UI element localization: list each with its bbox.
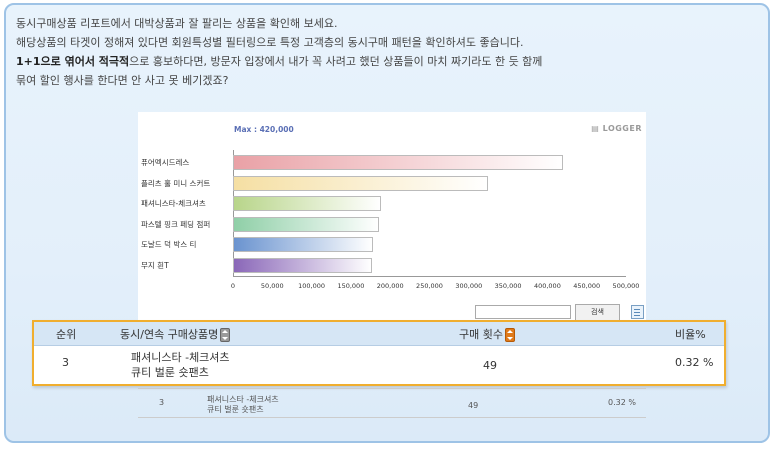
table-header: 순위 동시/연속 구매상품명 구매 횟수 비율% — [34, 322, 724, 346]
sort-active-icon[interactable] — [504, 328, 515, 342]
intro-line-3: 1+1으로 엮어서 적극적으로 홍보하다면, 방문자 입장에서 내가 꼭 사려고… — [16, 52, 716, 71]
row-divider — [138, 417, 646, 418]
row-rank: 3 — [62, 356, 69, 369]
x-tick-label: 100,000 — [298, 282, 326, 290]
intro-line-2: 해당상품의 타겟이 정해져 있다면 회원특성별 필터링으로 특정 고객층의 동시… — [16, 36, 524, 49]
x-tick-label: 400,000 — [533, 282, 561, 290]
x-tick-label: 300,000 — [455, 282, 483, 290]
logger-brand: LOGGER — [602, 124, 642, 133]
ghost-rank: 3 — [159, 398, 165, 407]
x-tick-label: 150,000 — [337, 282, 365, 290]
header-product-label: 동시/연속 구매상품명 — [120, 328, 219, 341]
excel-export-icon[interactable] — [631, 305, 644, 319]
x-tick-label: 0 — [230, 282, 236, 290]
row-count: 49 — [483, 359, 497, 372]
x-axis-line — [233, 276, 626, 277]
intro-line-1: 동시구매상품 리포트에서 대박상품과 잘 팔리는 상품을 확인해 보세요. — [16, 17, 338, 30]
bar-label: 플리츠 홀 미니 스커트 — [141, 178, 211, 188]
bar-label: 퓨어멕시드레스 — [141, 158, 190, 167]
intro-emphasis: 1+1으로 엮어서 적극적 — [16, 55, 130, 68]
ghost-ratio: 0.32 % — [608, 398, 636, 407]
max-label: Max : 420,000 — [234, 125, 294, 134]
intro-line-4: 묶여 할인 행사를 한다면 안 사고 못 베기겠죠? — [16, 74, 229, 87]
x-tick-label: 350,000 — [494, 282, 522, 290]
bar-label: 파스텔 핑크 페딩 점퍼 — [141, 219, 211, 229]
bar[interactable] — [233, 237, 373, 252]
bar[interactable] — [233, 175, 489, 191]
intro-text: 동시구매상품 리포트에서 대박상품과 잘 팔리는 상품을 확인해 보세요. 해당… — [16, 14, 716, 90]
x-tick-label: 250,000 — [416, 282, 443, 290]
bar[interactable] — [233, 257, 373, 273]
bar-label: 패셔니스타-체크셔츠 — [141, 199, 206, 208]
bar[interactable] — [233, 155, 564, 170]
x-tick-label: 200,000 — [376, 282, 404, 290]
search-button[interactable]: 검색 — [575, 304, 620, 321]
sort-icon[interactable] — [220, 328, 231, 342]
bar[interactable] — [233, 216, 380, 232]
row-divider — [138, 388, 646, 389]
row-product-2: 큐티 벌룬 숏팬츠 — [131, 366, 209, 379]
header-count-label: 구매 횟수 — [459, 328, 503, 341]
logger-logo: ▤ LOGGER — [591, 124, 642, 133]
table-row: 3 패셔니스타 -체크셔츠 큐티 벌룬 숏팬츠 49 0.32 % — [34, 346, 724, 382]
ghost-count: 49 — [468, 401, 479, 410]
background-table-row: 3 패셔니스타 -체크셔츠 큐티 벌룬 숏팬츠 49 0.32 % — [138, 382, 646, 418]
bar[interactable] — [233, 196, 381, 211]
x-tick-label: 50,000 — [260, 282, 284, 290]
bar-label: 무지 흰T — [141, 260, 169, 270]
header-ratio: 비율% — [675, 328, 706, 341]
row-ratio: 0.32 % — [675, 356, 714, 369]
y-axis-line — [233, 150, 234, 276]
x-tick-label: 500,000 — [612, 282, 640, 290]
row-product-1: 패셔니스타 -체크셔츠 — [131, 351, 230, 364]
x-tick-label: 450,000 — [573, 282, 601, 290]
ghost-product-1: 패셔니스타 -체크셔츠 — [207, 395, 279, 404]
header-count[interactable]: 구매 횟수 — [459, 326, 515, 342]
ghost-product-2: 큐티 벌룬 숏팬츠 — [207, 405, 264, 414]
bar-label: 도날드 덕 박스 티 — [141, 240, 197, 249]
intro-line-3-rest: 으로 홍보하다면, 방문자 입장에서 내가 꼭 사려고 했던 상품들이 마치 짜… — [129, 55, 543, 68]
header-rank: 순위 — [56, 328, 77, 341]
header-product[interactable]: 동시/연속 구매상품명 — [120, 326, 231, 342]
search-input[interactable] — [475, 305, 571, 319]
selected-result-table: 순위 동시/연속 구매상품명 구매 횟수 비율% 3 패셔니스타 -체크셔츠 큐… — [32, 320, 726, 386]
